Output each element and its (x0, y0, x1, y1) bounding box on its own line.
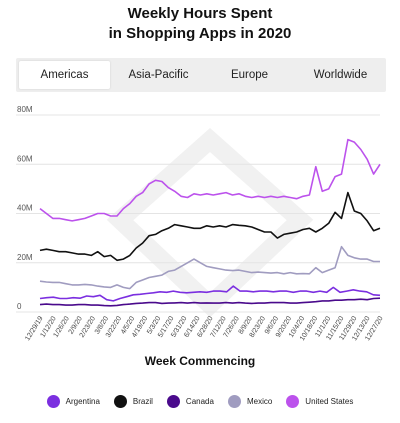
series-line-canada (39, 297, 381, 307)
series-line-argentina (39, 285, 381, 302)
tab-europe[interactable]: Europe (230, 69, 269, 81)
legend-swatch-mexico (227, 395, 241, 408)
tab-americas[interactable]: Americas (19, 61, 110, 89)
legend-swatch-united-states (286, 395, 300, 408)
tab-asia-pacific[interactable]: Asia-Pacific (128, 69, 189, 81)
legend-swatch-canada (166, 395, 180, 408)
y-tick-label: 80M (17, 105, 33, 114)
watermark-shape (106, 127, 314, 318)
chart-title-line1: Weekly Hours Spent (127, 5, 273, 22)
legend-item-canada[interactable]: Canada (166, 395, 214, 408)
legend-label-canada: Canada (185, 397, 214, 406)
legend-item-mexico[interactable]: Mexico (227, 395, 273, 408)
series-line-mexico (39, 245, 380, 290)
y-tick-label: 0 (17, 302, 22, 311)
y-tick-label: 60M (17, 154, 33, 163)
series-line-brazil (39, 191, 381, 262)
legend-label-brazil: Brazil (132, 397, 153, 406)
legend: Argentina Brazil Canada Mexico United St… (0, 395, 400, 408)
chart-title-line2: in Shopping Apps in 2020 (108, 25, 292, 42)
x-tick-label: 12/29/19 (24, 315, 44, 342)
legend-label-mexico: Mexico (246, 397, 273, 406)
chart-title: Weekly Hours Spent in Shopping Apps in 2… (0, 4, 400, 44)
x-axis-title: Week Commencing (144, 354, 256, 368)
y-tick-label: 20M (17, 253, 33, 262)
legend-swatch-argentina (46, 395, 60, 408)
tab-worldwide[interactable]: Worldwide (313, 69, 368, 81)
watermark-logo (106, 127, 314, 318)
legend-swatch-brazil (113, 395, 127, 408)
legend-item-brazil[interactable]: Brazil (113, 395, 153, 408)
legend-item-united-states[interactable]: United States (286, 395, 353, 408)
legend-item-argentina[interactable]: Argentina (46, 395, 100, 408)
region-tabs: Americas Asia-Pacific Europe Worldwide (16, 58, 386, 92)
legend-label-argentina: Argentina (65, 397, 100, 406)
y-tick-label: 40M (17, 204, 33, 213)
legend-label-united-states: United States (305, 397, 354, 406)
series-line-united-states (39, 138, 381, 222)
